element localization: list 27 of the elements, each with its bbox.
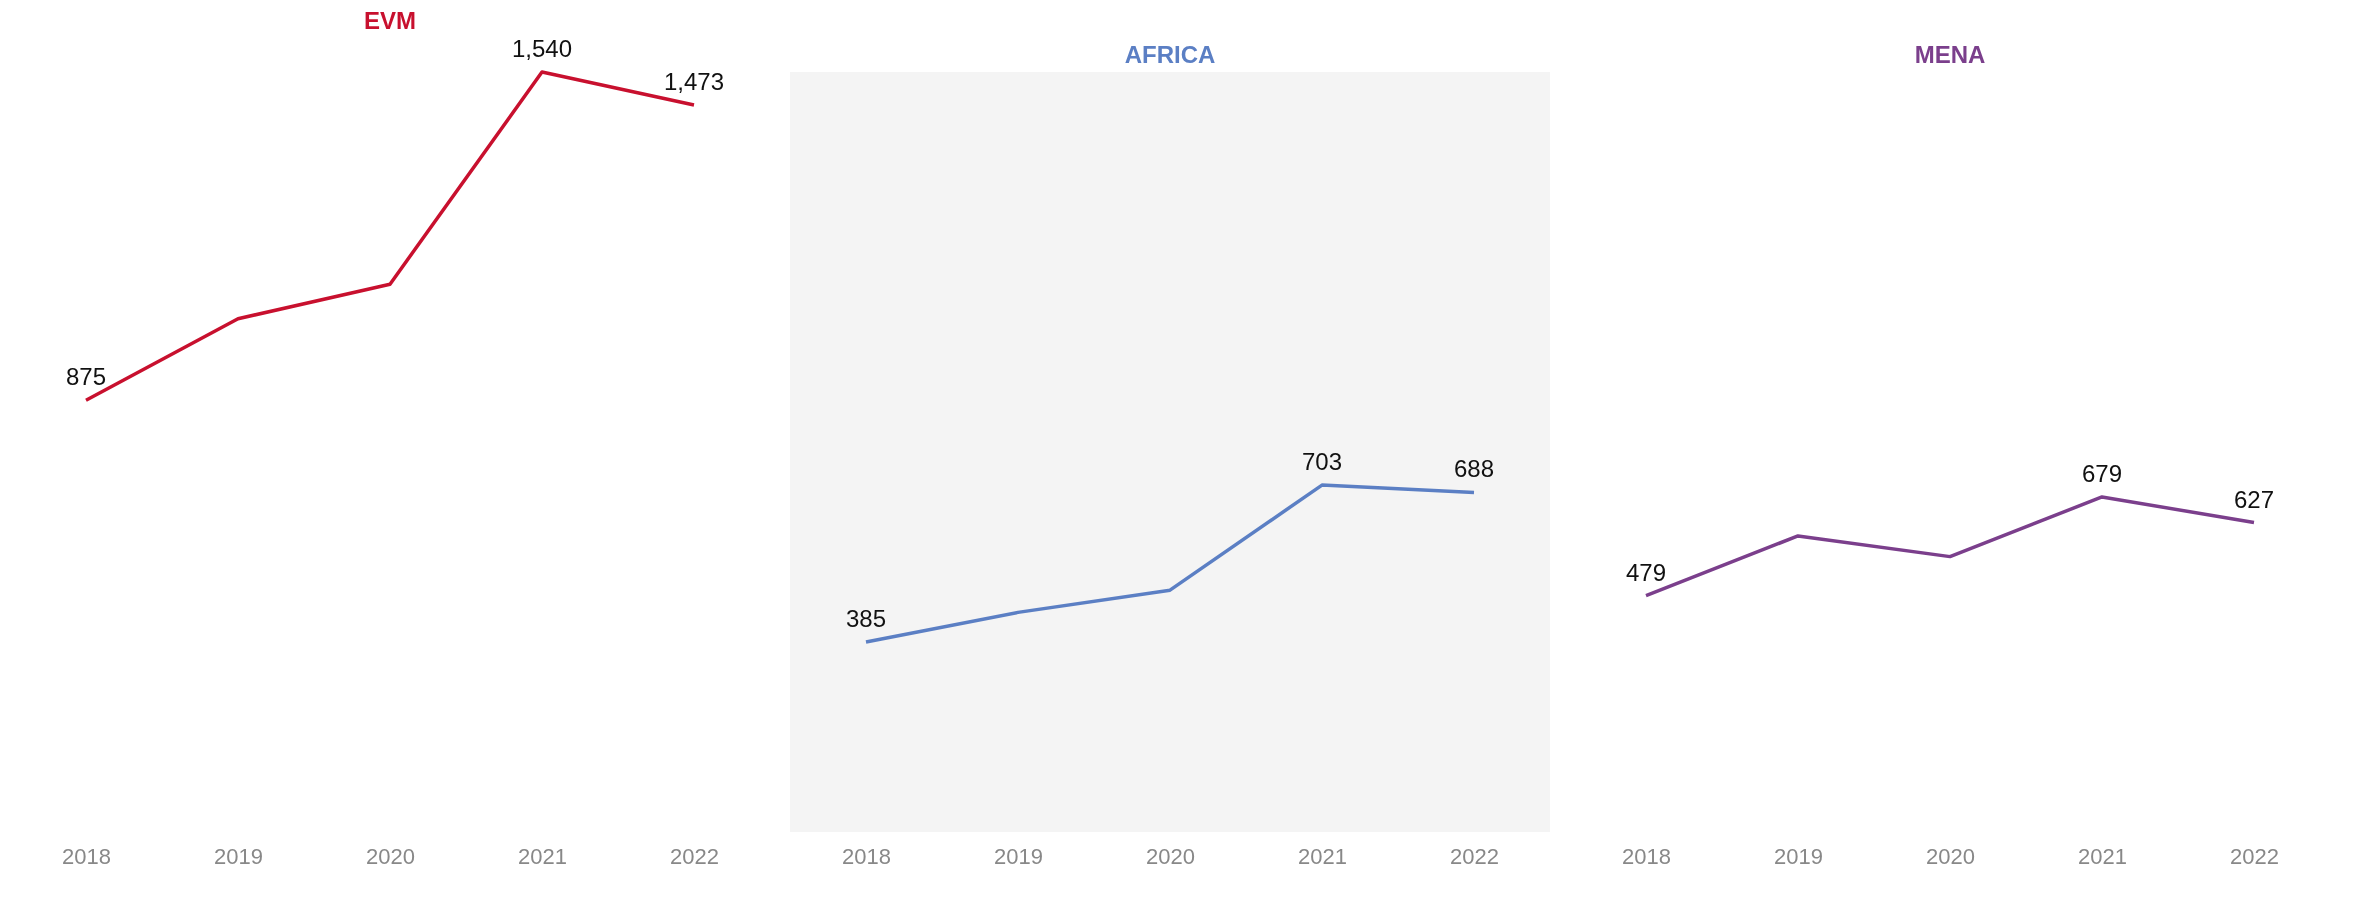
x-tick-label: 2022: [670, 843, 719, 869]
data-label: 703: [1301, 448, 1343, 476]
x-tick-label: 2019: [1774, 843, 1823, 869]
x-tick-label: 2021: [518, 843, 567, 869]
data-label: 1,473: [663, 68, 725, 96]
data-label: 627: [2233, 485, 2275, 513]
x-tick-label: 2020: [366, 843, 415, 869]
x-tick-label: 2018: [842, 843, 891, 869]
x-tick-label: 2021: [1298, 843, 1347, 869]
x-tick-label: 2018: [62, 843, 111, 869]
chart-title: MENA: [1914, 41, 1986, 68]
x-tick-label: 2022: [2230, 843, 2279, 869]
x-tick-label: 2021: [2078, 843, 2127, 869]
data-label: 688: [1453, 455, 1495, 483]
data-label: 479: [1625, 558, 1667, 586]
x-tick-label: 2020: [1926, 843, 1975, 869]
x-tick-label: 2020: [1146, 843, 1195, 869]
chart-title: AFRICA: [1124, 41, 1216, 68]
data-label: 679: [2081, 459, 2123, 487]
data-label: 1,540: [511, 35, 573, 62]
data-label: 385: [845, 605, 887, 632]
chart-title: EVM: [363, 7, 417, 34]
x-tick-label: 2019: [994, 843, 1043, 869]
x-tick-label: 2018: [1622, 843, 1671, 869]
data-label: 875: [65, 363, 107, 391]
x-tick-label: 2022: [1450, 843, 1499, 869]
x-tick-label: 2019: [214, 843, 263, 869]
